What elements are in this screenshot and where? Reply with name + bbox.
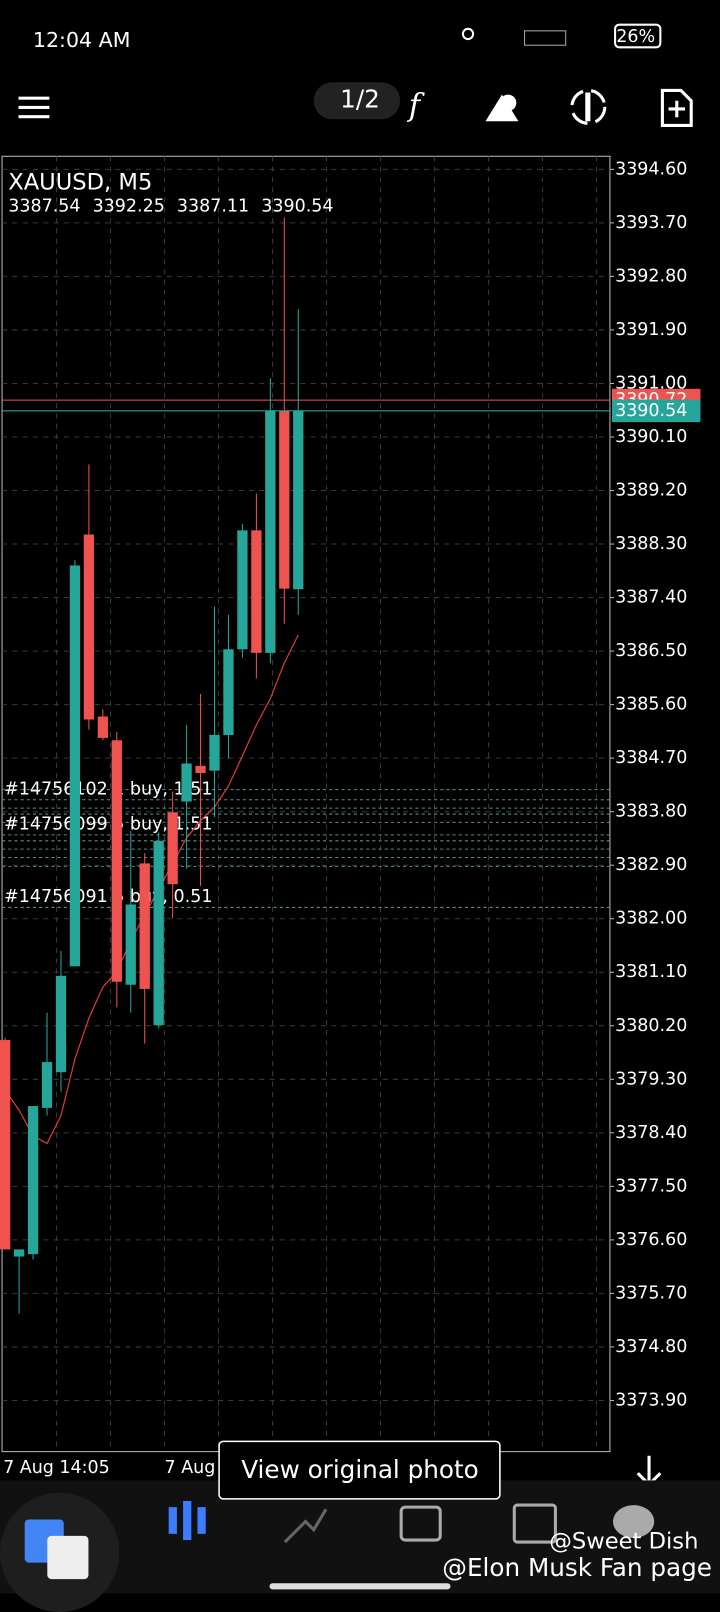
y-tick-label: 3393.70	[615, 213, 687, 233]
messages-tab[interactable]	[613, 1505, 655, 1538]
candle-body	[181, 763, 192, 802]
chart: 3394.60 3393.70 3392.80 3391.90 3391.00 3390.…	[0, 159, 701, 1478]
y-tick-label: 3391.90	[615, 320, 687, 340]
x-tick-label: 7 Aug 14:05	[3, 1458, 110, 1478]
watermark: @Elon Musk Fan page	[442, 1553, 712, 1582]
news-tab[interactable]	[512, 1503, 557, 1544]
y-tick-label: 3385.60	[615, 695, 687, 715]
objects-button[interactable]	[485, 94, 519, 122]
y-tick-label: 3383.80	[615, 802, 687, 822]
ohlc-value: 3392.25	[93, 197, 165, 217]
y-tick-label: 3388.30	[615, 534, 687, 554]
menu-bar	[18, 105, 50, 109]
y-tick-label: 3384.70	[615, 748, 687, 768]
candle-body	[69, 565, 81, 967]
ohlc-readout: 3387.54 3392.25 3387.11 3390.54	[8, 197, 333, 217]
y-tick-label: 3386.50	[615, 641, 687, 661]
status-time: 12:04 AM	[33, 28, 131, 52]
icon-shape	[585, 92, 591, 122]
history-tab[interactable]	[399, 1505, 442, 1542]
y-tick-label: 3390.10	[615, 427, 687, 447]
candle-body	[195, 765, 206, 774]
candle-body	[55, 975, 67, 1073]
battery: 26%	[616, 27, 655, 47]
candle-body	[279, 410, 290, 589]
ohlc-value: 3390.54	[261, 197, 333, 217]
moving-average	[4, 634, 299, 1145]
candle-body	[167, 812, 178, 885]
trade-tab[interactable]	[283, 1508, 328, 1544]
x-tick-label: 7 Aug	[165, 1458, 216, 1478]
y-tick-label: 3389.20	[615, 481, 687, 501]
y-tick-label: 3377.50	[615, 1176, 687, 1196]
chart-tab[interactable]	[168, 1500, 206, 1541]
candle-body	[223, 649, 234, 735]
candle-body	[0, 1040, 11, 1250]
y-tick-label: 3376.60	[615, 1230, 687, 1250]
view-original-label: View original photo	[241, 1455, 479, 1484]
price-tag	[612, 399, 701, 423]
view-original-button[interactable]	[218, 1440, 501, 1500]
order-label: #14756091 5 buy, 0.51	[4, 887, 212, 907]
trade-button[interactable]	[570, 88, 607, 125]
icon-shape	[660, 88, 693, 127]
candle-body	[13, 1249, 25, 1257]
battery-icon	[614, 23, 662, 49]
candle-body	[237, 530, 248, 650]
icon-shape	[570, 88, 607, 125]
candle-body	[27, 1106, 39, 1255]
y-tick-label: 3375.70	[615, 1283, 687, 1303]
icon-shape	[499, 94, 517, 112]
y-tick-label: 3374.80	[615, 1337, 687, 1357]
y-tick-label: 3382.00	[615, 909, 687, 929]
icon-shape	[183, 1500, 192, 1541]
candle-body	[97, 716, 108, 738]
signal-icon	[524, 30, 567, 46]
y-tick-label: 3387.40	[615, 588, 687, 608]
page-pill	[313, 82, 401, 120]
candle-body	[265, 410, 276, 653]
home-indicator	[269, 1583, 451, 1590]
ohlc-value: 3387.54	[8, 197, 80, 217]
candle-body	[153, 840, 164, 1026]
candle-body	[111, 740, 122, 982]
y-tick-label: 3379.30	[615, 1069, 687, 1089]
key-icon	[461, 27, 475, 41]
y-tick-label: 3373.90	[615, 1390, 687, 1410]
order-label: #14756099 5 buy, 1.51	[4, 815, 212, 835]
icon-shape	[668, 100, 686, 118]
menu-bar	[18, 96, 50, 100]
candle-body	[41, 1062, 53, 1108]
y-tick-label: 3394.60	[615, 159, 687, 179]
y-tick-label: 3382.90	[615, 855, 687, 875]
y-tick-label: 3391.00	[615, 373, 687, 393]
y-tick-label: 3380.20	[615, 1016, 687, 1036]
chart-title: XAUUSD, M5	[8, 169, 152, 195]
icon-shape	[197, 1507, 206, 1534]
candle-body	[83, 534, 95, 720]
menu-button[interactable]	[18, 96, 50, 119]
page-indicator: 1/2	[340, 85, 380, 114]
vertical-grid	[56, 156, 598, 1452]
price-tag-label: 3390.54	[615, 401, 687, 421]
y-tick-label: 3392.80	[615, 266, 687, 286]
watermark: @Sweet Dish	[549, 1529, 698, 1555]
y-tick-label: 3378.40	[615, 1123, 687, 1143]
y-tick-label: 3381.10	[615, 962, 687, 982]
candle-body	[139, 863, 150, 989]
icon-shape	[168, 1507, 177, 1534]
candle-body	[125, 904, 136, 985]
new-order-button[interactable]	[660, 88, 693, 127]
candle-body	[293, 410, 304, 590]
ohlc-value: 3387.11	[177, 197, 249, 217]
menu-bar	[18, 115, 50, 119]
candle-body	[209, 734, 220, 771]
order-label: #14756102 1 buy, 1.51	[4, 780, 212, 800]
translate-icon	[47, 1535, 89, 1580]
candle-body	[251, 530, 262, 653]
